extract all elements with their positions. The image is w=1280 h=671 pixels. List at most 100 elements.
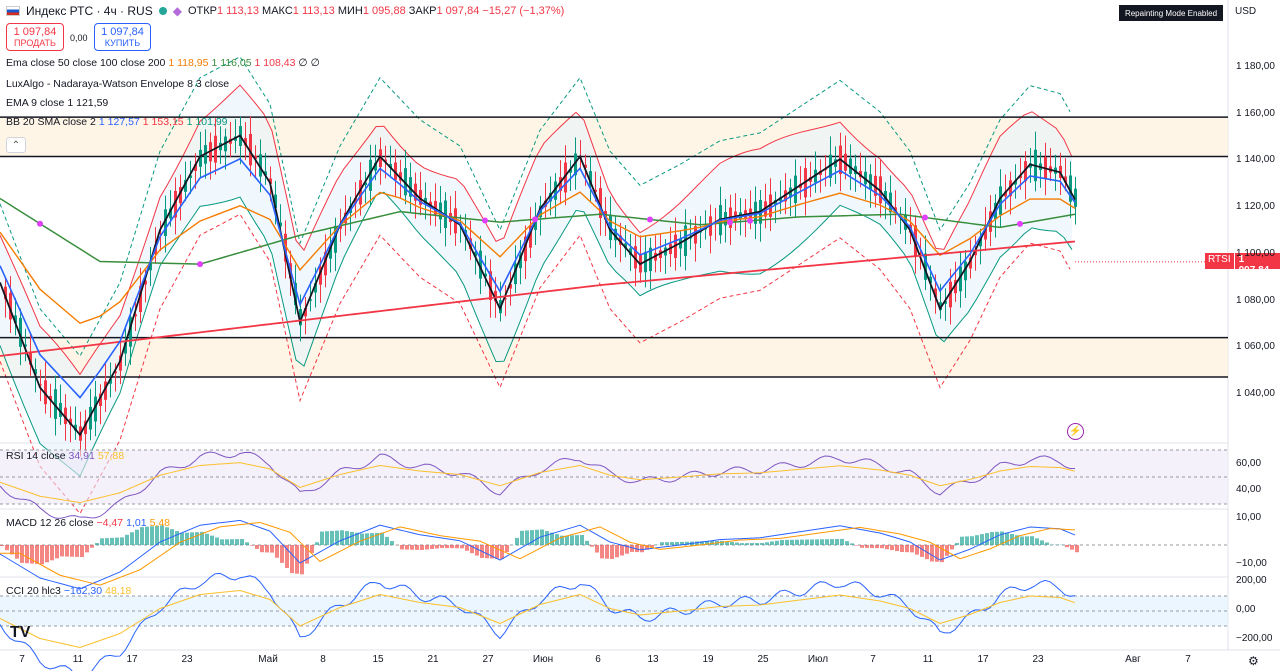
indicator-value: 1 121,59 xyxy=(67,97,109,109)
candle-body xyxy=(44,380,47,405)
indicator-axis-label: 10,00 xyxy=(1236,512,1262,523)
symbol-title[interactable]: Индекс РТС · 4ч · RUS xyxy=(26,4,153,18)
macd-histogram-bar xyxy=(40,545,44,565)
macd-histogram-bar xyxy=(460,545,464,549)
gear-icon[interactable]: ⚙ xyxy=(1248,654,1259,668)
macd-histogram-bar xyxy=(620,545,624,556)
macd-histogram-bar xyxy=(930,545,934,562)
indicator-name: BB 20 SMA close 2 xyxy=(6,116,96,128)
macd-histogram-bar xyxy=(90,545,94,548)
macd-histogram-bar xyxy=(650,545,654,548)
macd-histogram-bar xyxy=(780,539,784,545)
macd-histogram-bar xyxy=(35,545,39,564)
macd-histogram-bar xyxy=(540,529,544,545)
macd-histogram-bar xyxy=(455,545,459,549)
macd-histogram-bar xyxy=(860,545,864,548)
pane-value: 1,01 xyxy=(126,517,147,529)
price-axis-label: 1 100,00 xyxy=(1236,247,1275,259)
indicator-legend[interactable]: EMA 9 close 1 121,59 xyxy=(6,97,108,109)
macd-histogram-bar xyxy=(105,538,109,545)
candle-body xyxy=(339,225,342,229)
time-axis-label: 27 xyxy=(482,654,494,665)
time-axis-label: 6 xyxy=(595,654,601,665)
pane-legend[interactable]: MACD 12 26 close −4,47 1,01 5,48 xyxy=(6,517,170,529)
candle-body xyxy=(269,178,272,184)
sell-button[interactable]: 1 097,84 ПРОДАТЬ xyxy=(6,23,64,51)
candle-body xyxy=(299,309,302,326)
indicator-name: Ema close 50 close 100 close 200 xyxy=(6,57,166,69)
candle-body xyxy=(1064,176,1067,183)
candle-body xyxy=(99,393,102,407)
macd-histogram-bar xyxy=(145,526,149,545)
candle-body xyxy=(184,179,187,192)
candle-body xyxy=(264,171,267,176)
macd-histogram-bar xyxy=(1015,535,1019,545)
macd-histogram-bar xyxy=(640,545,644,553)
candle-body xyxy=(574,153,577,176)
macd-histogram-bar xyxy=(205,533,209,545)
price-axis-label: 1 160,00 xyxy=(1236,107,1275,119)
macd-histogram-bar xyxy=(565,535,569,545)
ema-200-line xyxy=(0,240,1076,357)
candle-body xyxy=(369,159,372,191)
bolt-icon[interactable]: ⚡ xyxy=(1067,423,1084,440)
macd-histogram-bar xyxy=(300,545,304,575)
pane-name: CCI 20 hlc3 xyxy=(6,585,61,597)
macd-histogram-bar xyxy=(470,545,474,554)
macd-histogram-bar xyxy=(80,545,84,558)
macd-histogram-bar xyxy=(805,539,809,545)
macd-histogram-bar xyxy=(360,533,364,545)
candle-body xyxy=(474,251,477,257)
macd-histogram-bar xyxy=(10,545,14,555)
macd-histogram-bar xyxy=(355,532,359,545)
tradingview-logo[interactable]: TV xyxy=(10,624,31,641)
indicator-name: EMA 9 close xyxy=(6,97,65,109)
buy-button[interactable]: 1 097,84 КУПИТЬ xyxy=(94,23,151,51)
macd-histogram-bar xyxy=(905,545,909,553)
macd-histogram-bar xyxy=(730,542,734,545)
macd-histogram-bar xyxy=(115,537,119,545)
indicator-legend[interactable]: Ema close 50 close 100 close 200 1 118,95… xyxy=(6,57,320,69)
macd-histogram-bar xyxy=(675,541,679,545)
macd-histogram-bar xyxy=(340,530,344,545)
candle-body xyxy=(509,284,512,289)
indicator-legend[interactable]: LuxAlgo - Nadaraya-Watson Envelope 8 3 c… xyxy=(6,78,229,90)
macd-histogram-bar xyxy=(30,545,34,564)
candle-body xyxy=(74,424,77,431)
candle-body xyxy=(109,379,112,384)
candle-body xyxy=(629,248,632,255)
macd-histogram-bar xyxy=(680,541,684,545)
candle-body xyxy=(49,395,52,401)
macd-histogram-bar xyxy=(430,545,434,549)
pane-legend[interactable]: RSI 14 close 34,91 57,88 xyxy=(6,450,124,462)
cross-marker xyxy=(747,217,753,224)
macd-histogram-bar xyxy=(745,543,749,545)
candle-body xyxy=(624,243,627,249)
macd-histogram-bar xyxy=(50,545,54,561)
candle-body xyxy=(119,355,122,371)
candle-body xyxy=(89,406,92,430)
currency-selector[interactable]: USD xyxy=(1235,6,1257,17)
pane-legend[interactable]: CCI 20 hlc3 −162,30 48,18 xyxy=(6,585,131,597)
macd-histogram-bar xyxy=(825,539,829,545)
candle-body xyxy=(534,217,537,230)
macd-histogram-bar xyxy=(425,545,429,550)
tag-icon[interactable]: ◆ xyxy=(172,4,182,18)
collapse-legend-button[interactable]: ⌃ xyxy=(6,137,26,153)
candle-body xyxy=(24,344,27,347)
candle-body xyxy=(569,169,572,173)
candle-body xyxy=(934,288,937,298)
candle-body xyxy=(94,396,97,422)
macd-histogram-bar xyxy=(275,545,279,558)
macd-histogram-bar xyxy=(1030,536,1034,545)
macd-histogram-bar xyxy=(575,535,579,545)
spread-value: 0,00 xyxy=(70,33,88,43)
macd-histogram-bar xyxy=(70,545,74,557)
macd-histogram-bar xyxy=(445,545,449,549)
candle-body xyxy=(929,276,932,284)
macd-histogram-bar xyxy=(55,545,59,559)
candle-body xyxy=(244,138,247,146)
time-axis-label: 7 xyxy=(1185,654,1191,665)
